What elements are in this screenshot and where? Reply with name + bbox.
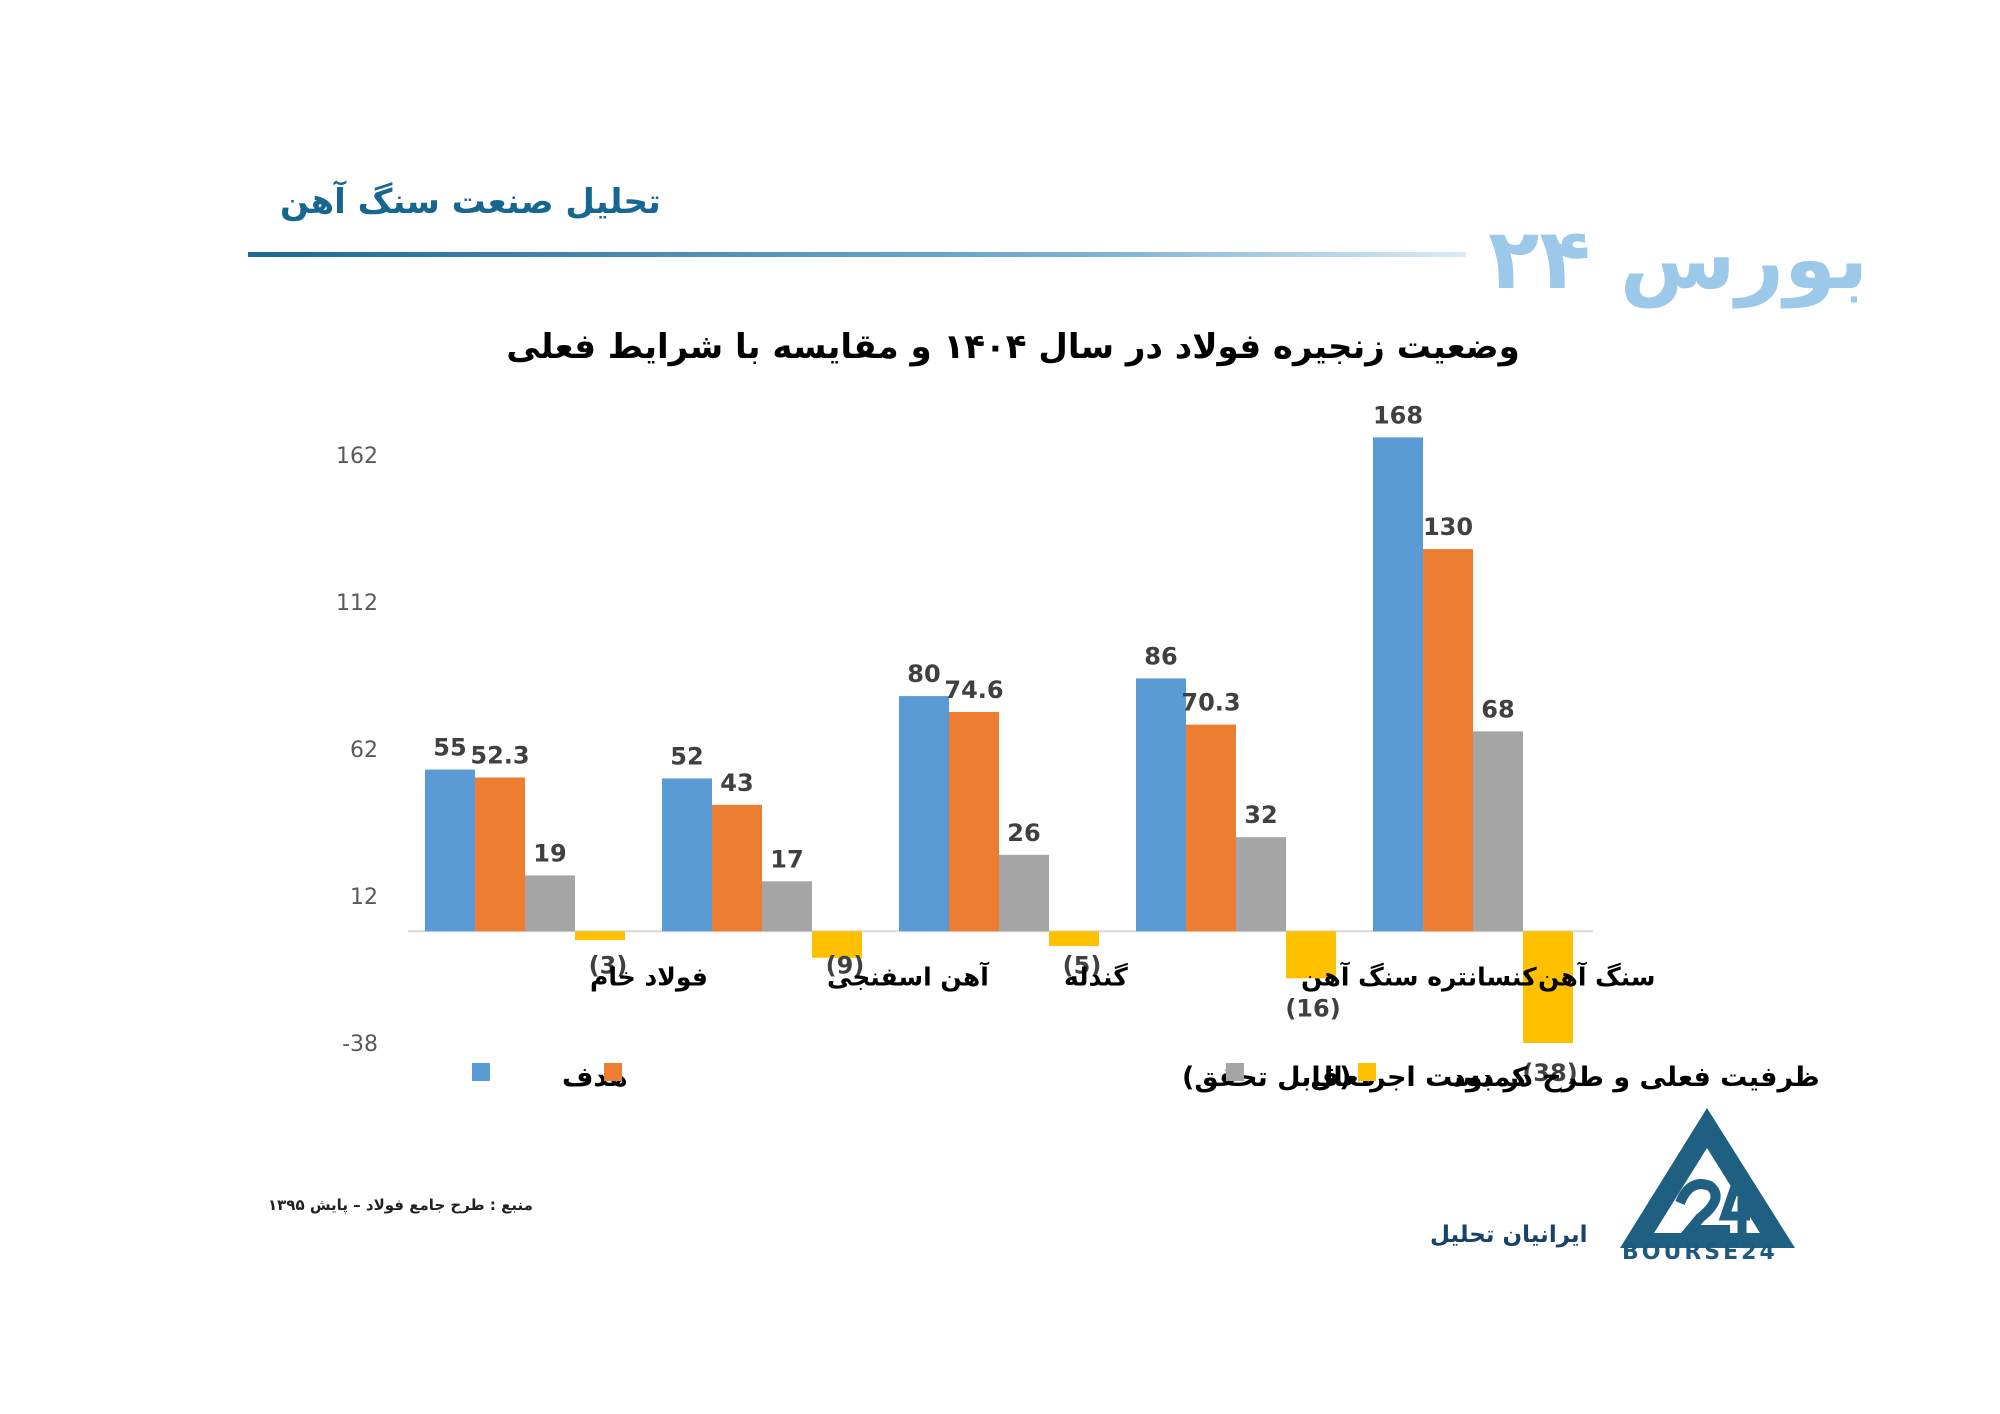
data-label: 130 bbox=[1423, 513, 1473, 541]
legend-label: ظرفیت فعلی و طرح در دست اجرا (قابل تحقق) bbox=[1182, 1062, 1820, 1093]
bar-3-1 bbox=[812, 931, 862, 958]
footer-brand-name: ایرانیان تحلیل bbox=[1430, 1222, 1588, 1248]
category-label: سنگ آهن bbox=[1538, 961, 1656, 992]
y-tick-label: -38 bbox=[342, 1032, 378, 1057]
bar-1-3 bbox=[1186, 724, 1236, 932]
bar-3-2 bbox=[1049, 931, 1099, 946]
data-label: (16) bbox=[1285, 994, 1340, 1022]
bar-2-4 bbox=[1473, 731, 1523, 932]
legend-swatch bbox=[472, 1063, 490, 1081]
data-label: 70.3 bbox=[1181, 689, 1240, 717]
bar-1-1 bbox=[712, 804, 762, 932]
bourse24-logo: بورس ۲۴ bbox=[1488, 210, 1869, 308]
header-divider bbox=[248, 252, 1466, 257]
bar-1-0 bbox=[475, 777, 525, 932]
bar-1-2 bbox=[949, 711, 999, 932]
y-tick-label: 12 bbox=[350, 885, 378, 910]
data-label: 17 bbox=[770, 845, 803, 873]
bars bbox=[425, 437, 1573, 1043]
legend-label: کمبود bbox=[1452, 1062, 1528, 1093]
bar-0-2 bbox=[899, 696, 949, 932]
data-label: 86 bbox=[1144, 642, 1177, 670]
data-label: 80 bbox=[907, 660, 940, 688]
data-label: 55 bbox=[433, 734, 466, 762]
data-label: 52.3 bbox=[470, 742, 529, 770]
bourse24-triangle-logo bbox=[1620, 1108, 1795, 1248]
bar-2-3 bbox=[1236, 837, 1286, 932]
source-note: منبع : طرح جامع فولاد – پایش ۱۳۹۵ bbox=[268, 1196, 533, 1214]
data-label: 26 bbox=[1007, 819, 1040, 847]
bar-0-3 bbox=[1136, 678, 1186, 932]
bar-0-1 bbox=[662, 778, 712, 932]
legend-swatch bbox=[1226, 1063, 1244, 1081]
legend-swatch bbox=[1358, 1063, 1376, 1081]
category-label: گندله bbox=[1064, 962, 1128, 991]
bar-2-1 bbox=[762, 881, 812, 932]
data-label: (3) bbox=[589, 951, 628, 979]
data-label: 43 bbox=[720, 769, 753, 797]
legend: هدف ظرفیت فعلی و طرح در دست اجرا (قابل تح… bbox=[472, 1062, 1820, 1093]
data-label: (5) bbox=[1063, 951, 1102, 979]
bar-3-0 bbox=[575, 931, 625, 941]
y-tick-label: 162 bbox=[336, 444, 378, 469]
data-label: 168 bbox=[1373, 401, 1423, 429]
y-tick-label: 62 bbox=[350, 738, 378, 763]
y-tick-label: 112 bbox=[336, 591, 378, 616]
legend-swatch bbox=[604, 1063, 622, 1081]
bar-1-4 bbox=[1423, 549, 1473, 932]
chart-title: وضعیت زنجیره فولاد در سال ۱۴۰۴ و مقایسه … bbox=[506, 327, 1520, 367]
bar-3-3 bbox=[1286, 931, 1336, 979]
page-header-title: تحلیل صنعت سنگ آهن bbox=[280, 182, 661, 222]
category-labels: فولاد خام آهن اسفنجی گندله کنسانتره سنگ آهن… bbox=[590, 961, 1656, 992]
bar-2-0 bbox=[525, 875, 575, 932]
data-label: (38) bbox=[1522, 1059, 1577, 1087]
data-label: 74.6 bbox=[944, 676, 1003, 704]
bar-3-4 bbox=[1523, 931, 1573, 1043]
category-label: آهن اسفنجی bbox=[827, 961, 990, 992]
bar-0-4 bbox=[1373, 437, 1423, 932]
chart: وضعیت زنجیره فولاد در سال ۱۴۰۴ و مقایسه … bbox=[336, 327, 1820, 1093]
corner-logo-text: BOURSE24 bbox=[1622, 1240, 1778, 1265]
category-label: کنسانتره سنگ آهن bbox=[1301, 961, 1537, 992]
bar-2-2 bbox=[999, 854, 1049, 932]
data-label: 32 bbox=[1244, 801, 1277, 829]
data-label: 19 bbox=[533, 839, 566, 867]
data-label: 52 bbox=[670, 742, 703, 770]
bar-0-0 bbox=[425, 769, 475, 932]
category-label: فولاد خام bbox=[590, 962, 708, 992]
data-label: 68 bbox=[1481, 695, 1514, 723]
data-label: (9) bbox=[826, 951, 865, 979]
